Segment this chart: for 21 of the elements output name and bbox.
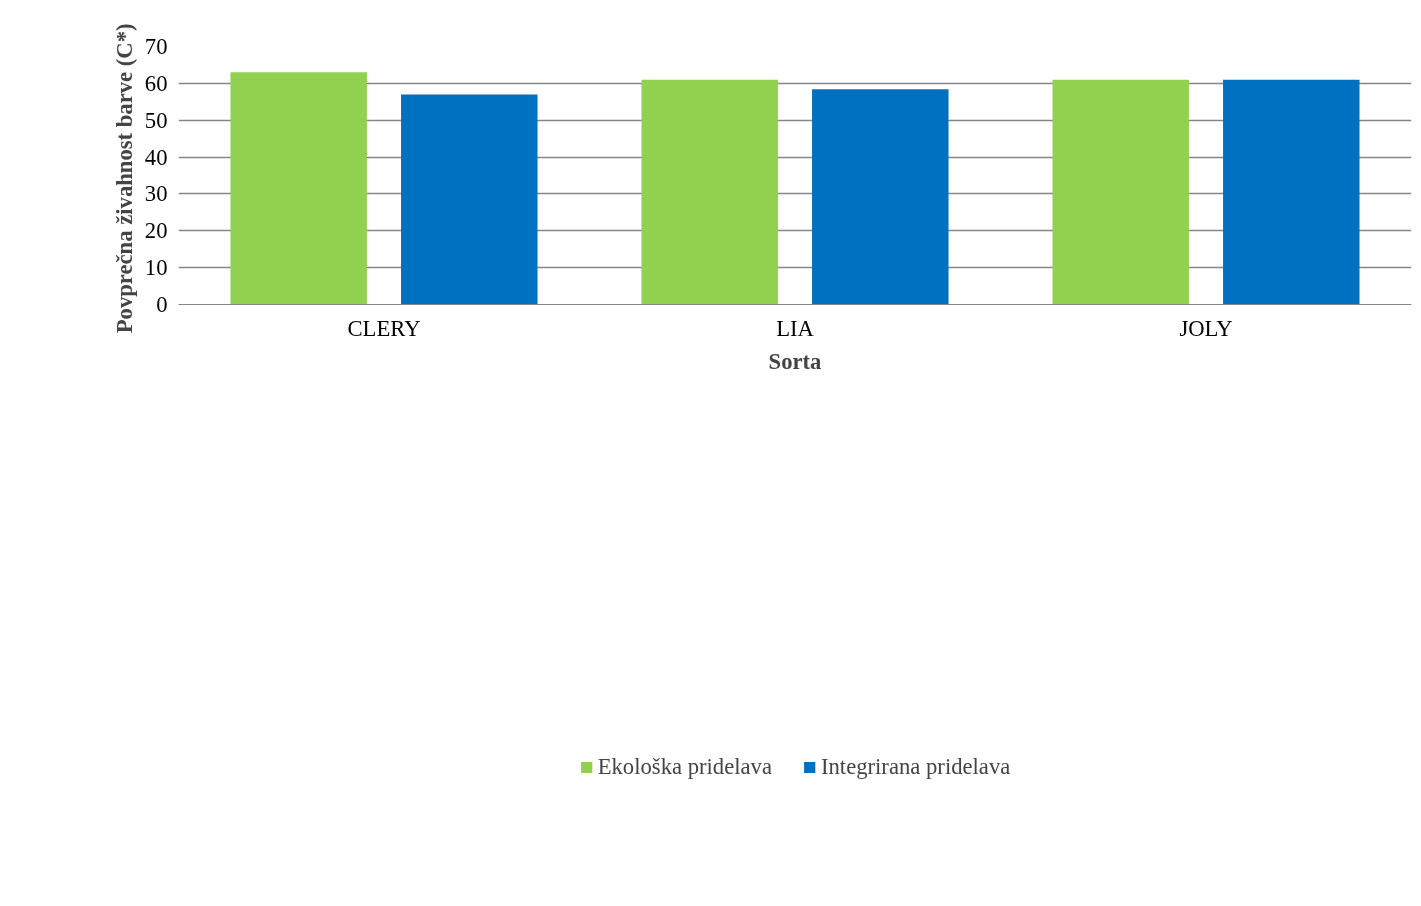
y-tick-label: 50	[144, 107, 168, 133]
bar	[641, 79, 778, 305]
y-tick-label: 40	[144, 144, 168, 170]
x-tick-label: LIA	[776, 315, 815, 341]
x-axis-title: Sorta	[768, 348, 822, 374]
y-tick-label: 10	[144, 255, 168, 281]
bar	[230, 72, 367, 305]
legend-label: Integrirana pridelava	[820, 754, 1011, 780]
bar	[812, 89, 949, 305]
y-axis-title: Povprečna živahnost barve (C*)	[111, 23, 137, 334]
legend-label: Ekološka pridelava	[597, 754, 772, 780]
y-tick-label: 0	[156, 292, 168, 317]
x-tick-label: JOLY	[1179, 315, 1233, 341]
y-tick-label: 70	[144, 34, 168, 59]
x-tick-label: CLERY	[347, 315, 421, 341]
bar	[1223, 79, 1360, 305]
y-tick-label: 60	[144, 70, 168, 96]
y-tick-label: 20	[144, 218, 168, 244]
y-tick-label: 30	[144, 181, 168, 207]
bar	[401, 94, 538, 305]
bar	[1052, 79, 1189, 305]
